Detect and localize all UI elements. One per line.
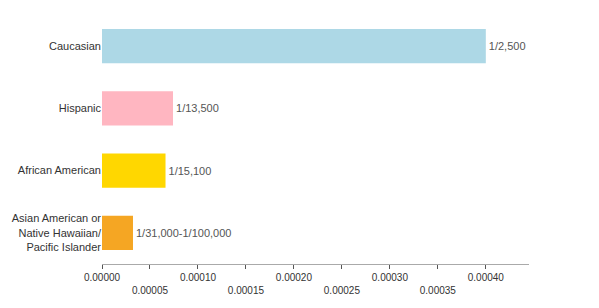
svg-text:0.00000: 0.00000 [84,272,121,283]
svg-text:0.00040: 0.00040 [468,272,505,283]
svg-text:0.00005: 0.00005 [132,285,169,296]
svg-text:Asian American orNative Hawaii: Asian American orNative Hawaiian/Pacific… [12,212,102,253]
svg-text:0.00025: 0.00025 [324,285,361,296]
svg-text:0.00015: 0.00015 [228,285,265,296]
svg-text:African American: African American [18,164,101,176]
svg-text:0.00020: 0.00020 [276,272,313,283]
svg-text:Caucasian: Caucasian [49,40,101,52]
svg-text:1/13,500: 1/13,500 [176,102,219,114]
svg-text:0.00035: 0.00035 [420,285,457,296]
svg-text:1/2,500: 1/2,500 [489,40,526,52]
svg-text:1/31,000-1/100,000: 1/31,000-1/100,000 [136,227,231,239]
svg-text:1/15,100: 1/15,100 [169,165,212,177]
svg-text:Hispanic: Hispanic [59,102,102,114]
svg-text:0.00030: 0.00030 [372,272,409,283]
svg-text:0.00010: 0.00010 [180,272,217,283]
